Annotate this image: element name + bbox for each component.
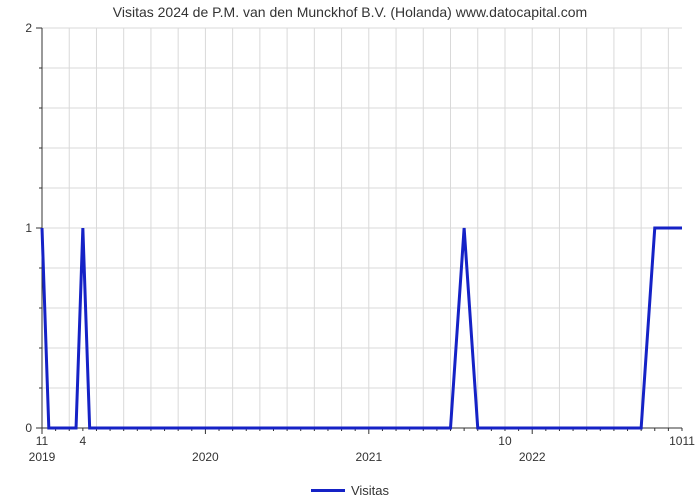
x-value-label: 1011 bbox=[669, 434, 695, 448]
plot-area bbox=[42, 28, 682, 428]
chart-title: Visitas 2024 de P.M. van den Munckhof B.… bbox=[0, 4, 700, 20]
x-tick-label: 2020 bbox=[192, 450, 219, 464]
x-value-label: 4 bbox=[80, 434, 87, 448]
y-tick-label: 0 bbox=[25, 421, 32, 435]
x-value-label: 10 bbox=[498, 434, 511, 448]
x-tick-label: 2021 bbox=[355, 450, 382, 464]
legend: Visitas bbox=[0, 480, 700, 498]
legend-label: Visitas bbox=[351, 483, 389, 498]
plot-svg bbox=[42, 28, 682, 428]
legend-swatch bbox=[311, 489, 345, 492]
x-value-label: 11 bbox=[36, 434, 48, 448]
legend-item-visitas: Visitas bbox=[311, 483, 389, 498]
x-tick-label: 2022 bbox=[519, 450, 546, 464]
chart-container: Visitas 2024 de P.M. van den Munckhof B.… bbox=[0, 0, 700, 500]
y-tick-label: 2 bbox=[25, 21, 32, 35]
y-tick-label: 1 bbox=[25, 221, 32, 235]
x-tick-label: 2019 bbox=[29, 450, 56, 464]
